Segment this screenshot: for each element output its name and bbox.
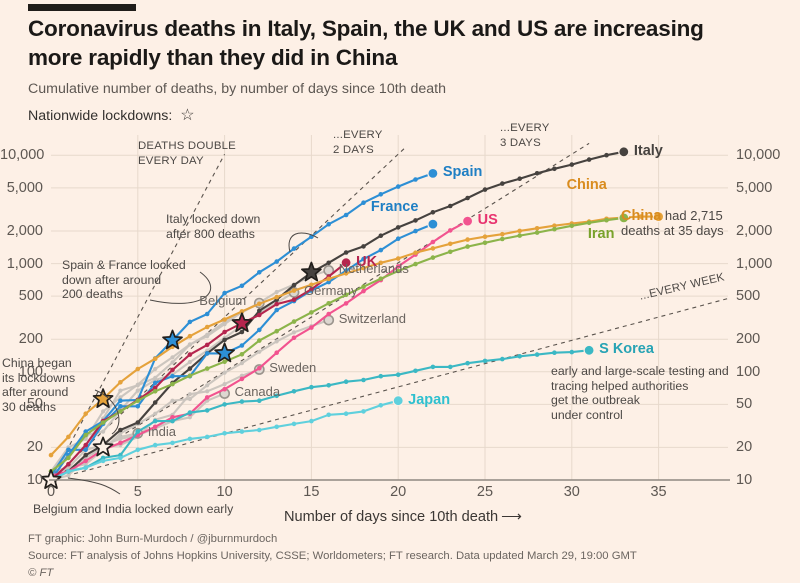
series-s-korea — [48, 344, 595, 483]
y-tick-right-20: 20 — [736, 439, 753, 456]
series-label-iran: Iran — [587, 225, 615, 242]
lockdown-legend: Nationwide lockdowns: ☆ — [28, 105, 195, 125]
lockdown-star-France — [214, 342, 235, 363]
annotation-china-note-rest: had 2,715 deaths at 35 days — [621, 208, 724, 238]
x-tick-5: 5 — [133, 484, 142, 500]
lockdown-star-China — [92, 388, 114, 408]
series-us — [48, 215, 474, 478]
series-label-spain: Spain — [442, 164, 483, 181]
series-label-japan: Japan — [408, 391, 451, 408]
lockdown-stars — [40, 261, 322, 489]
x-tick-10: 10 — [216, 484, 233, 500]
annotation-doubling-3days: ...EVERY 3 DAYS — [500, 122, 550, 149]
x-tick-15: 15 — [303, 484, 320, 500]
y-tick-right-10,000: 10,000 — [736, 147, 781, 164]
series-label-uk: UK — [356, 253, 378, 270]
x-tick-35: 35 — [650, 484, 667, 500]
y-tick-left-10: 10 — [26, 472, 43, 488]
y-tick-left-2,000: 2,000 — [6, 222, 43, 239]
y-tick-right-100: 100 — [736, 363, 761, 380]
source-line: Source: FT analysis of Johns Hopkins Uni… — [28, 550, 637, 562]
series-iran — [48, 212, 630, 474]
y-tick-left-500: 500 — [18, 288, 43, 305]
annotation-skorea-note: early and large-scale testing and tracin… — [551, 364, 729, 422]
lockdown-star-UK — [231, 312, 253, 333]
y-tick-right-50: 50 — [736, 396, 753, 413]
series-label-china: China — [566, 176, 607, 193]
x-axis-title: Number of days since 10th death ⟶ — [284, 508, 522, 525]
annotation-doubling-daily: DEATHS DOUBLE EVERY DAY — [138, 140, 236, 167]
y-tick-left-100: 100 — [18, 363, 43, 380]
y-tick-left-200: 200 — [18, 331, 43, 348]
annotation-italy-lockdown: Italy locked down after 800 deaths — [166, 212, 261, 241]
y-tick-right-10: 10 — [736, 472, 753, 488]
series-france — [48, 218, 439, 478]
lockdown-legend-label: Nationwide lockdowns: — [28, 108, 173, 124]
y-tick-right-200: 200 — [736, 331, 761, 348]
credit-line: FT graphic: John Burn-Murdoch / @jburnmu… — [28, 533, 278, 545]
series-label-india: India — [147, 424, 176, 440]
y-tick-left-20: 20 — [26, 439, 43, 456]
y-tick-right-5,000: 5,000 — [736, 179, 773, 196]
series-china — [48, 211, 665, 458]
x-tick-30: 30 — [563, 484, 580, 500]
lockdown-star-India — [92, 436, 114, 457]
series-label-canada: Canada — [234, 384, 281, 400]
series-label-italy: Italy — [633, 142, 663, 159]
series-label-france: France — [370, 199, 419, 216]
y-tick-right-500: 500 — [736, 288, 761, 305]
y-tick-left-10,000: 10,000 — [0, 147, 45, 164]
lockdown-star-Italy — [301, 261, 322, 282]
x-tick-20: 20 — [390, 484, 407, 500]
y-tick-right-2,000: 2,000 — [736, 222, 773, 239]
ft-rule — [28, 4, 136, 11]
annotation-spain-france-lockdown: Spain & France locked down after around … — [62, 258, 186, 302]
annotation-china-note-highlight: China — [621, 208, 662, 224]
grid-lines — [51, 135, 728, 481]
series-label-netherlands: Netherlands — [338, 261, 409, 277]
series-label-sweden: Sweden — [269, 360, 317, 376]
y-tick-left-5,000: 5,000 — [6, 179, 43, 196]
series-japan — [48, 395, 404, 483]
annotation-belgium-india-lockdown: Belgium and India locked down early — [33, 502, 234, 516]
series-label-switzerland: Switzerland — [338, 311, 406, 327]
y-tick-right-1,000: 1,000 — [736, 255, 773, 272]
star-icon: ☆ — [180, 107, 195, 124]
series-label-belgium: Belgium — [199, 293, 247, 309]
series-label-s-korea: S Korea — [599, 341, 654, 358]
y-tick-left-1,000: 1,000 — [6, 255, 43, 272]
page-title: Coronavirus deaths in Italy, Spain, the … — [28, 16, 704, 70]
annotation-doubling-2days: ...EVERY 2 DAYS — [333, 129, 383, 156]
arrow-icon: ⟶ — [501, 509, 523, 525]
x-axis-title-text: Number of days since 10th death — [284, 509, 499, 525]
annotation-leaders — [67, 232, 319, 495]
series-label-germany: Germany — [304, 283, 358, 299]
annotation-china-note: China had 2,715 deaths at 35 days — [621, 208, 724, 238]
y-tick-left-50: 50 — [26, 396, 43, 413]
lockdown-star-origin — [40, 469, 62, 489]
annotation-china-lockdown: China began its lockdowns after around 3… — [2, 356, 76, 414]
x-tick-0: 0 — [46, 484, 56, 500]
lockdown-star-Spain — [162, 329, 183, 350]
page-subtitle: Cumulative number of deaths, by number o… — [28, 81, 446, 97]
x-tick-25: 25 — [476, 484, 494, 500]
copyright-line: © FT — [28, 567, 54, 579]
series-label-us: US — [477, 212, 498, 229]
